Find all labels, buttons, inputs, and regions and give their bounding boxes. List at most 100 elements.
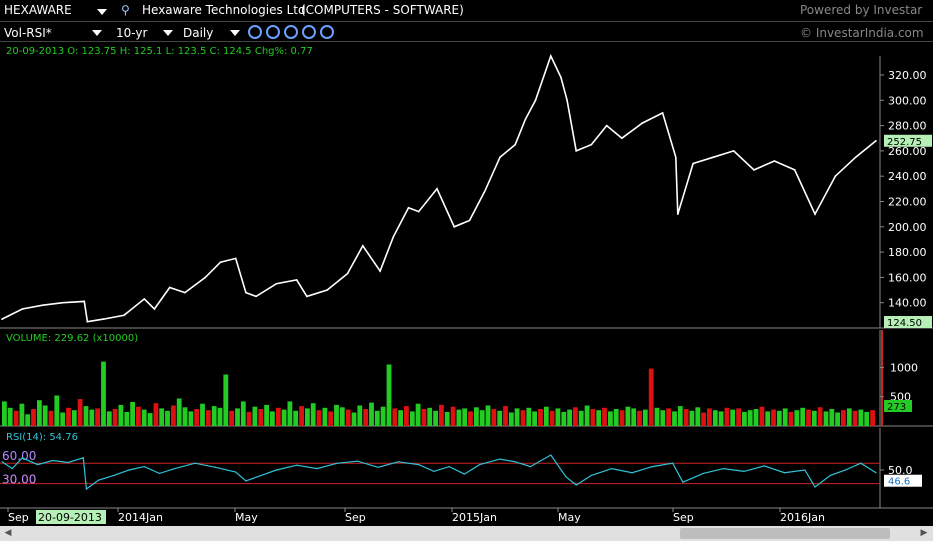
- volume-bar: [409, 411, 415, 426]
- price-cursor-label: 124.50: [887, 318, 922, 329]
- volume-bar: [747, 410, 753, 426]
- zoom-in-icon[interactable]: [248, 25, 262, 39]
- rsi-point: [743, 470, 745, 472]
- range-selector[interactable]: 10-yr: [116, 26, 148, 40]
- x-tick-label: 2015Jan: [452, 511, 497, 524]
- scroll-right-icon[interactable]: ▶: [920, 528, 928, 538]
- rsi-point: [860, 462, 862, 464]
- volume-bar: [584, 405, 590, 426]
- volume-bar: [771, 409, 776, 426]
- volume-bar: [235, 408, 240, 426]
- volume-bar: [421, 409, 427, 426]
- volume-bar: [794, 410, 800, 426]
- volume-bar: [258, 409, 264, 426]
- rsi-point: [214, 466, 217, 468]
- volume-bar: [351, 412, 357, 426]
- volume-bar: [404, 406, 409, 426]
- volume-bar: [118, 404, 124, 426]
- volume-bar: [357, 405, 363, 426]
- price-point: [346, 272, 349, 275]
- volume-bar: [450, 406, 456, 426]
- rsi-point: [336, 462, 338, 464]
- rsi-point: [275, 469, 277, 471]
- price-current-label: 252.75: [887, 137, 922, 148]
- zoom-fit-icon[interactable]: [284, 25, 298, 39]
- volume-bar: [252, 406, 258, 426]
- rsi-point: [85, 488, 87, 490]
- scroll-left-icon[interactable]: ◀: [4, 528, 12, 538]
- price-tick-label: 300.00: [888, 94, 927, 107]
- rsi-point: [844, 469, 847, 471]
- volume-current-label-bg: [884, 400, 912, 412]
- volume-bar: [514, 408, 520, 426]
- rsi-point: [763, 465, 765, 467]
- volume-bar: [456, 409, 462, 426]
- scrollbar-thumb[interactable]: [680, 528, 890, 539]
- volume-bar: [841, 410, 846, 426]
- price-point: [102, 318, 105, 320]
- range-dropdown-icon[interactable]: [163, 30, 173, 36]
- search-icon[interactable]: ⚲: [121, 3, 130, 17]
- rsi-point: [529, 466, 532, 468]
- rsi-level-label: 30.00: [2, 473, 36, 487]
- rsi-point: [52, 459, 54, 462]
- volume-bar: [363, 409, 369, 426]
- interval-dropdown-icon[interactable]: [230, 30, 240, 36]
- symbol-dropdown-icon[interactable]: [97, 9, 107, 15]
- volume-bar: [130, 402, 135, 426]
- volume-bar: [683, 409, 689, 426]
- price-point: [677, 213, 679, 215]
- price-tick-label: 260.00: [888, 145, 927, 158]
- zoom-out-icon[interactable]: [266, 25, 280, 39]
- company-sector: (COMPUTERS - SOFTWARE): [301, 3, 464, 17]
- volume-bar: [631, 408, 637, 426]
- zoom-reset-icon[interactable]: [302, 25, 316, 39]
- volume-bar: [83, 406, 89, 426]
- volume-bar: [444, 411, 450, 426]
- rsi-point: [550, 454, 552, 456]
- volume-bar: [339, 407, 345, 426]
- price-point: [204, 276, 207, 279]
- price-point: [62, 301, 64, 304]
- volume-bar: [299, 406, 304, 426]
- volume-bar: [54, 395, 60, 426]
- x-tick-label: 2014Jan: [118, 511, 163, 524]
- volume-bar: [543, 406, 549, 426]
- x-tick-label: Sep: [345, 511, 366, 524]
- interval-selector[interactable]: Daily: [183, 26, 214, 40]
- price-point: [566, 99, 568, 102]
- symbol-selector[interactable]: HEXAWARE: [4, 3, 72, 17]
- zoom-previous-icon[interactable]: [320, 25, 334, 39]
- rsi-point: [479, 463, 481, 466]
- price-series-line: [1, 53, 877, 323]
- volume-bar: [718, 411, 724, 426]
- volume-bar: [281, 409, 287, 426]
- study-dropdown-icon[interactable]: [92, 30, 102, 36]
- volume-bar: [730, 409, 736, 426]
- copyright-label: © InvestarIndia.com: [800, 26, 924, 40]
- rsi-point: [433, 470, 435, 472]
- volume-bar: [2, 401, 7, 426]
- horizontal-scrollbar[interactable]: ◀ ▶: [0, 526, 933, 541]
- study-selector[interactable]: Vol-RSI*: [4, 26, 52, 40]
- volume-bar: [77, 399, 83, 426]
- price-point: [436, 188, 438, 190]
- rsi-point: [702, 472, 704, 474]
- volume-tick-label: 1000: [890, 361, 918, 374]
- volume-bar: [19, 403, 25, 426]
- volume-bar: [852, 410, 858, 426]
- x-tick-label: 2016Jan: [780, 511, 825, 524]
- volume-bar: [7, 407, 13, 426]
- rsi-point: [36, 463, 39, 466]
- stock-chart[interactable]: 20-09-2013 O: 123.75 H: 125.1 L: 123.5 C…: [0, 42, 933, 526]
- volume-bar: [782, 408, 788, 426]
- price-point: [499, 156, 501, 159]
- volume-bar: [246, 411, 252, 426]
- volume-bar: [485, 405, 491, 426]
- price-point: [234, 257, 237, 260]
- volume-bar: [188, 411, 194, 426]
- price-tick-label: 180.00: [888, 246, 927, 259]
- price-tick-label: 280.00: [888, 120, 927, 133]
- rsi-point: [377, 466, 379, 468]
